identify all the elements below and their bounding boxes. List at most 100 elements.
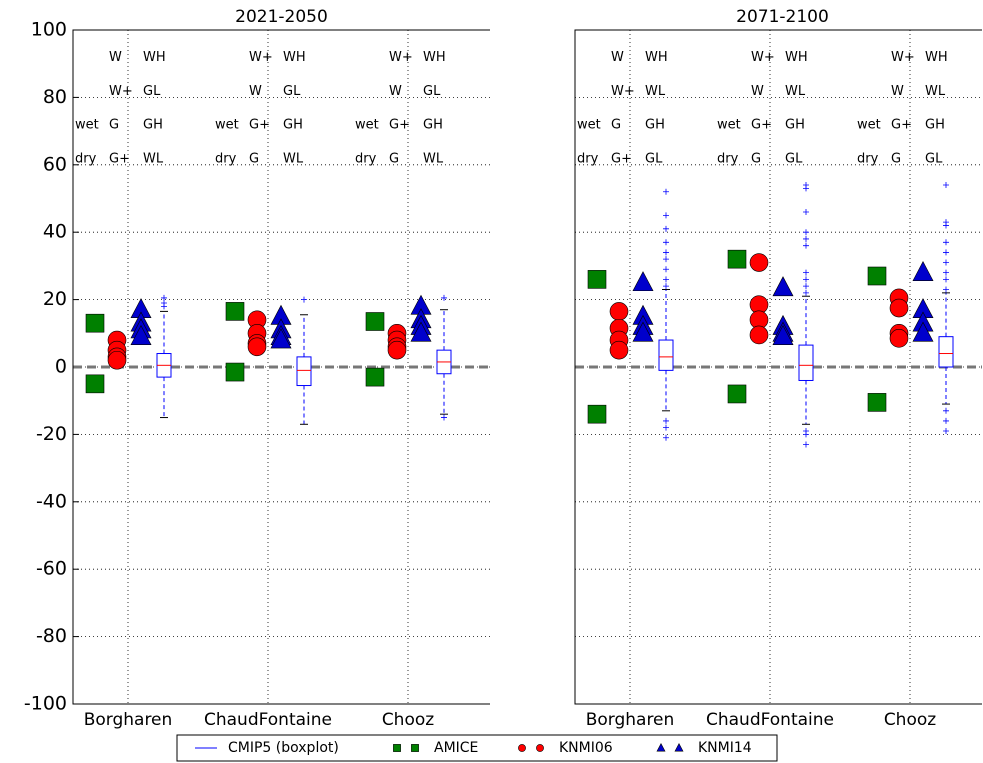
x-tick-label: ChaudFontaine — [204, 710, 332, 730]
scenario-label: G — [751, 151, 761, 166]
knmi14-marker — [270, 328, 292, 349]
flier — [663, 283, 669, 290]
flier — [663, 188, 669, 195]
flier — [803, 185, 809, 192]
axes-frame — [72, 29, 490, 705]
flier — [943, 239, 949, 246]
flier — [663, 266, 669, 273]
scenario-label: WH — [423, 50, 446, 65]
box — [938, 336, 954, 368]
scenario-label: wet — [355, 118, 379, 133]
knmi06-marker — [749, 325, 769, 345]
flier — [803, 283, 809, 290]
scenario-label: G — [109, 118, 119, 133]
scenario-label: GL — [785, 151, 803, 166]
flier — [663, 249, 669, 256]
scenario-label: GL — [925, 151, 943, 166]
knmi06-marker — [247, 337, 267, 357]
scenario-label: W — [389, 84, 402, 99]
scenario-label: WH — [925, 50, 948, 65]
flier — [301, 296, 307, 303]
x-tick-label: ChaudFontaine — [706, 710, 834, 730]
scenario-label: dry — [215, 151, 237, 166]
flier — [803, 235, 809, 242]
knmi14-marker — [410, 321, 432, 342]
scenario-label: W — [249, 84, 262, 99]
amice-marker — [867, 393, 887, 412]
scenario-label: dry — [717, 151, 739, 166]
y-tick-label: 100 — [31, 19, 67, 41]
legend-swatch — [518, 744, 526, 752]
x-tick-label: Borgharen — [84, 710, 173, 730]
scenario-label: WH — [283, 50, 306, 65]
flier — [943, 428, 949, 435]
legend-swatch — [411, 744, 419, 752]
scenario-label: G+ — [891, 118, 912, 133]
legend-swatch — [393, 744, 401, 752]
flier — [943, 417, 949, 424]
y-tick-label: -80 — [36, 625, 67, 647]
flier — [161, 299, 167, 306]
scenario-label: W+ — [891, 50, 915, 65]
knmi14-marker — [772, 276, 794, 297]
axes-frame — [574, 29, 982, 705]
y-tick-label: -40 — [36, 490, 67, 512]
knmi14-marker — [912, 321, 934, 342]
flier — [161, 294, 167, 301]
flier — [803, 276, 809, 283]
legend-label: CMIP5 (boxplot) — [228, 740, 339, 756]
scenario-label: dry — [857, 151, 879, 166]
flier — [663, 212, 669, 219]
scenario-label: W — [751, 84, 764, 99]
flier — [943, 286, 949, 293]
y-tick-label: -20 — [36, 423, 67, 445]
scenario-label: GH — [423, 118, 443, 133]
scenario-label: GH — [645, 118, 665, 133]
knmi06-marker — [889, 329, 909, 348]
scenario-label: G+ — [109, 151, 130, 166]
flier — [943, 249, 949, 256]
scenario-label: G — [611, 118, 621, 133]
flier — [803, 229, 809, 236]
flier — [943, 276, 949, 283]
legend-label: AMICE — [434, 740, 478, 756]
legend-swatch — [536, 744, 544, 752]
knmi06-marker — [107, 350, 127, 370]
flier — [663, 256, 669, 263]
scenario-label: G+ — [249, 118, 270, 133]
flier — [943, 269, 949, 276]
scenario-label: W — [109, 50, 122, 65]
scenario-label: G+ — [389, 118, 410, 133]
amice-marker — [727, 249, 747, 269]
flier — [803, 208, 809, 215]
scenario-label: GL — [143, 84, 161, 99]
flier — [943, 259, 949, 266]
scenario-label: G — [249, 151, 259, 166]
amice-marker — [867, 266, 887, 286]
flier — [441, 294, 447, 301]
scenario-label: W+ — [389, 50, 413, 65]
scenario-label: wet — [717, 118, 741, 133]
scenario-label: W+ — [249, 50, 273, 65]
flier — [663, 424, 669, 431]
amice-marker — [365, 367, 385, 387]
scenario-label: WL — [785, 84, 806, 99]
scenario-label: WH — [645, 50, 668, 65]
flier — [803, 431, 809, 438]
amice-marker — [587, 270, 607, 289]
scenario-label: G — [389, 151, 399, 166]
flier — [663, 239, 669, 246]
flier — [663, 417, 669, 424]
flier — [663, 276, 669, 283]
amice-marker — [225, 362, 245, 382]
y-tick-label: 0 — [55, 356, 67, 378]
legend-label: KNMI06 — [559, 740, 613, 756]
scenario-label: W — [611, 50, 624, 65]
scenario-label: GL — [283, 84, 301, 99]
knmi14-marker — [632, 271, 654, 292]
knmi14-marker — [912, 260, 934, 281]
chart-title: 2021-2050 — [235, 7, 328, 27]
flier — [943, 407, 949, 414]
knmi14-marker — [772, 325, 794, 345]
